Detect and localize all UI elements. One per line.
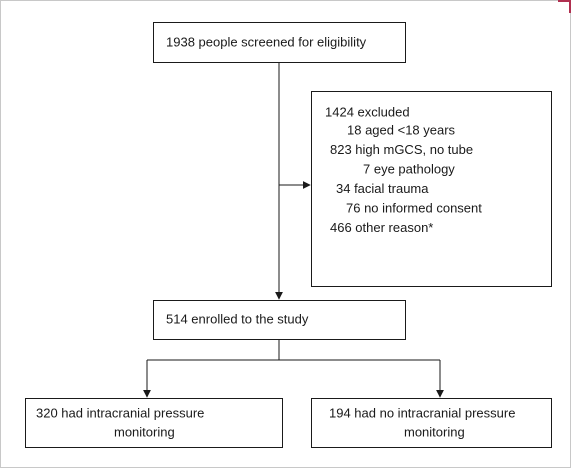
- node-box: [153, 22, 406, 63]
- node-label: 194 had no intracranial pressure: [329, 405, 515, 420]
- node-box: [25, 398, 283, 448]
- node-label: 1938 people screened for eligibility: [166, 34, 367, 49]
- excluded-item: 34 facial trauma: [336, 181, 429, 196]
- excluded-item: 76 no informed consent: [346, 200, 482, 215]
- excluded-item: 7 eye pathology: [363, 161, 455, 176]
- node-label: 320 had intracranial pressure: [36, 405, 204, 420]
- connectors: [143, 62, 444, 398]
- excluded-title: 1424 excluded: [325, 104, 410, 119]
- node-box: [311, 398, 552, 448]
- corner-mark: [558, 0, 571, 13]
- excluded-item: 466 other reason*: [330, 220, 433, 235]
- node-box: [311, 91, 552, 287]
- node-label: monitoring: [114, 424, 175, 439]
- node-label: 514 enrolled to the study: [166, 311, 309, 326]
- node-label: monitoring: [404, 424, 465, 439]
- node-box: [153, 300, 406, 340]
- excluded-item: 18 aged <18 years: [347, 122, 456, 137]
- excluded-item: 823 high mGCS, no tube: [330, 142, 473, 157]
